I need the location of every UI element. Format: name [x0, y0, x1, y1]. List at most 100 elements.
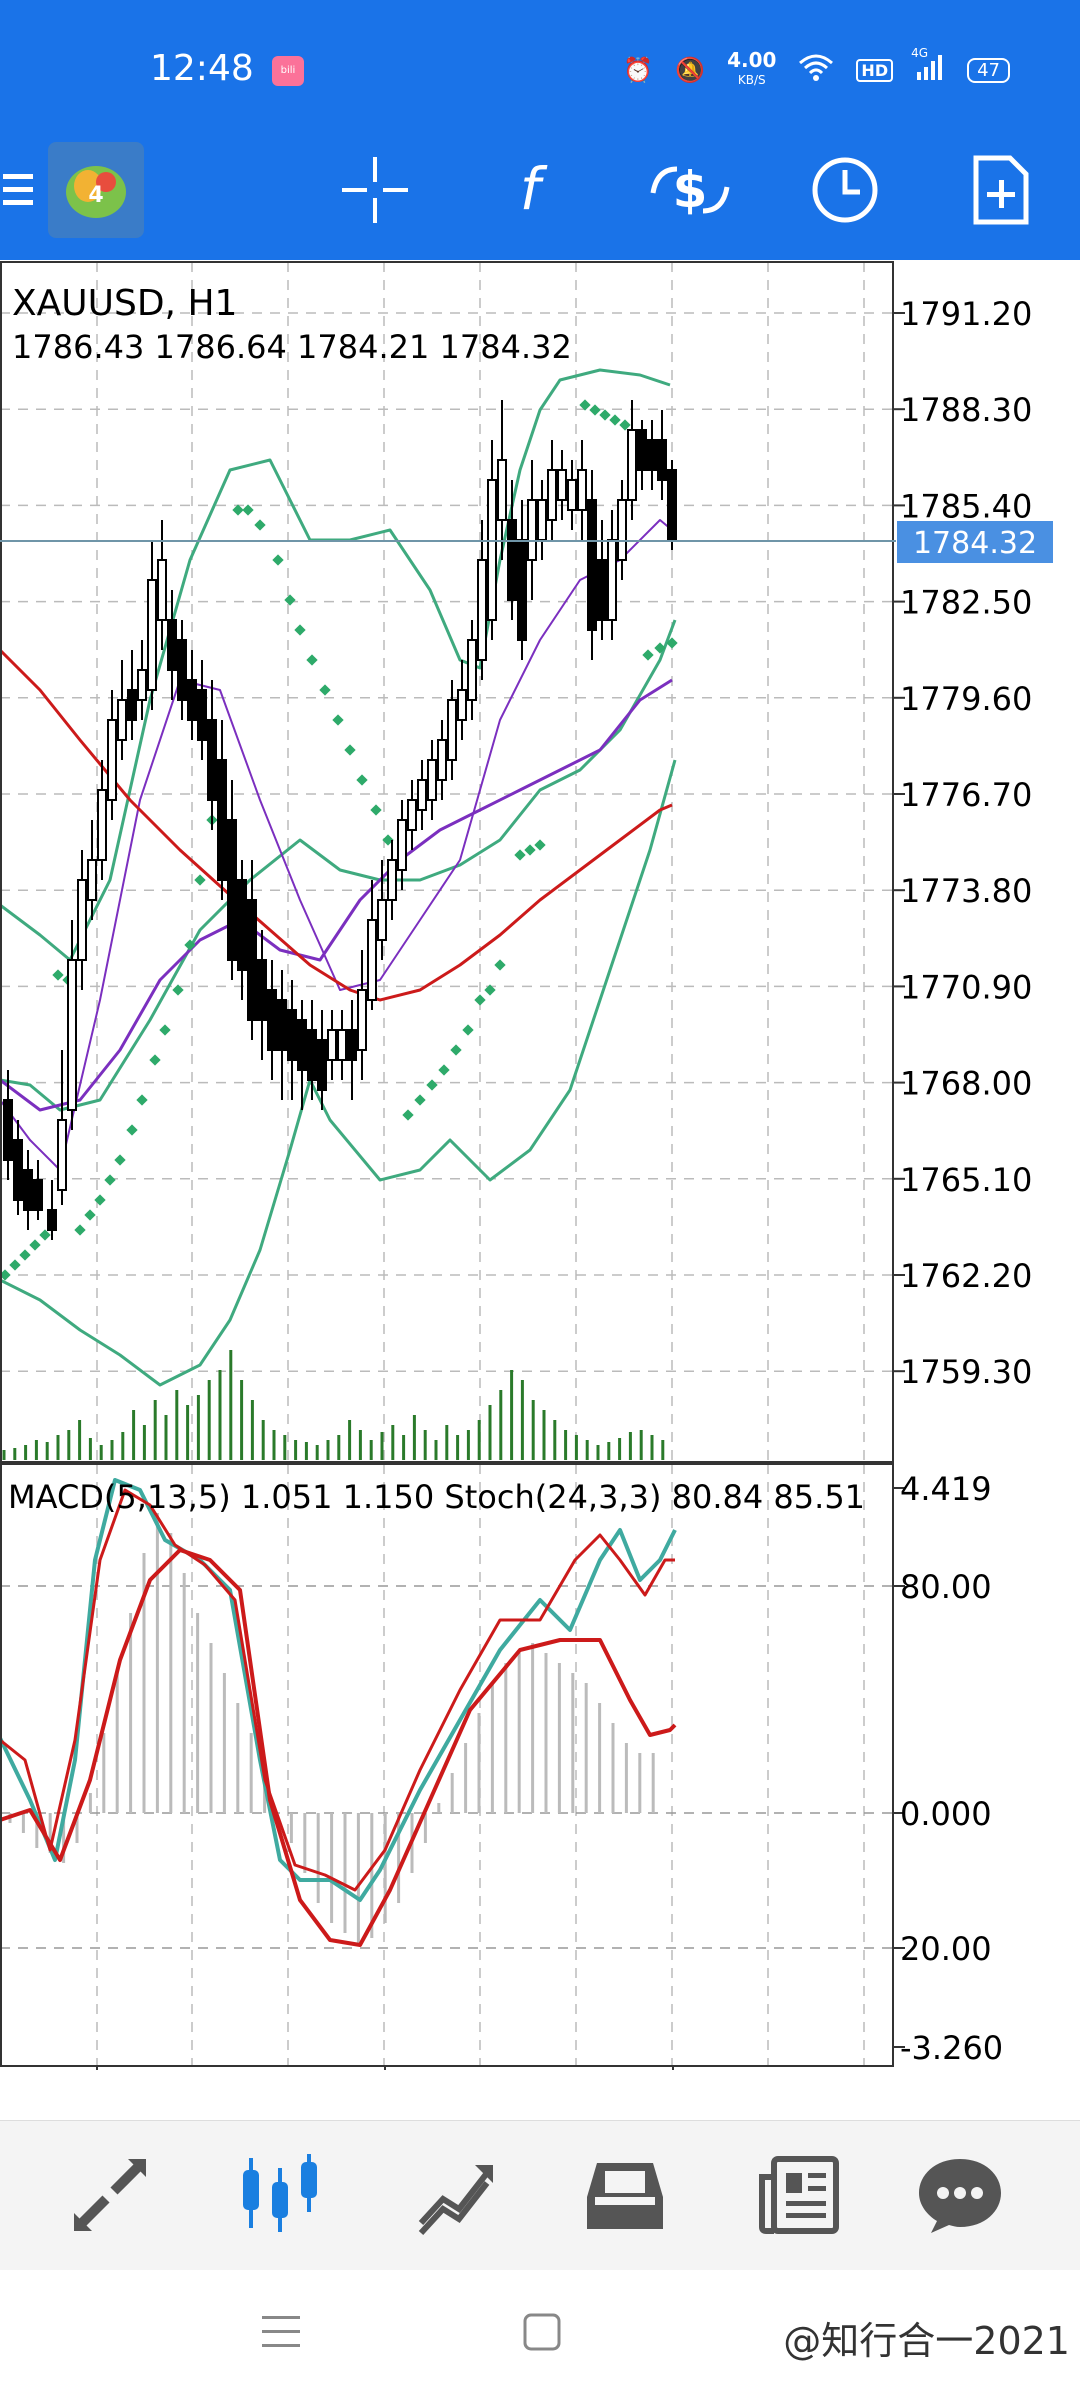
candle-body — [487, 479, 497, 621]
home-icon[interactable] — [522, 2312, 562, 2356]
bollinger-upper — [0, 368, 671, 962]
sar-dot — [184, 939, 196, 951]
menu-icon[interactable] — [0, 150, 40, 230]
sar-dot — [484, 984, 496, 996]
macd-signal-line — [0, 1488, 675, 1892]
quotes-icon[interactable] — [55, 2140, 165, 2250]
sar-dot — [494, 959, 506, 971]
indicators-icon[interactable]: f — [490, 150, 570, 230]
chat-icon[interactable] — [905, 2140, 1015, 2250]
candle-body — [447, 699, 457, 761]
sar-dot — [0, 1269, 11, 1281]
chart-area[interactable]: 1791.20 1788.30 1785.40 1782.50 1779.60 1776.… — [0, 260, 1080, 2115]
status-bar: 12:48 bili ⏰ 🔕 4.00 KB/S HD 4G 47 — [0, 0, 1080, 140]
candle-body — [397, 819, 407, 871]
candle-body — [97, 789, 107, 861]
trade-tab-icon[interactable] — [400, 2140, 510, 2250]
candle-body — [567, 479, 577, 511]
sar-dot — [272, 554, 284, 566]
candle-body — [3, 1099, 13, 1161]
candle-body — [67, 959, 77, 1111]
sar-dot — [332, 714, 344, 726]
candle-body — [297, 1019, 307, 1071]
price-axis-label: 1788.30 — [900, 391, 1032, 429]
sar-dot — [356, 774, 368, 786]
new-order-icon[interactable] — [960, 150, 1040, 230]
sar-dot — [84, 1209, 96, 1221]
candle-body — [627, 429, 637, 501]
sar-dot — [284, 594, 296, 606]
ma-purple-slow — [0, 678, 673, 1112]
app-toolbar — [0, 140, 1080, 260]
current-price-tag — [897, 521, 1053, 563]
chart-icon[interactable] — [225, 2140, 335, 2250]
candle-body — [277, 999, 287, 1051]
price-chart[interactable]: 1791.20 1788.30 1785.40 1782.50 1779.60 1776.… — [0, 260, 1080, 2115]
candle-body — [57, 1119, 67, 1191]
candle-body — [657, 439, 667, 481]
candle-body — [597, 559, 607, 621]
alarm-icon: ⏰ — [623, 56, 654, 84]
watermark-text: @知行合一2021 — [783, 2319, 1070, 2363]
indicator-pane-frame — [0, 1463, 894, 2067]
candle-body — [23, 1169, 33, 1211]
sar-dot — [159, 1024, 171, 1036]
candle-body — [587, 499, 597, 631]
candle-body — [247, 899, 257, 1021]
sar-dot — [136, 1094, 148, 1106]
candle-body — [307, 1029, 317, 1081]
sar-dot — [534, 839, 546, 851]
candle-body — [147, 579, 157, 691]
candle-body — [317, 1039, 327, 1091]
sar-dot — [104, 1174, 116, 1186]
price-axis-label: 1779.60 — [900, 680, 1032, 718]
candle-body — [457, 689, 467, 721]
price-axis-label: 1768.00 — [900, 1065, 1032, 1103]
recents-icon[interactable] — [262, 2312, 300, 2356]
news-icon[interactable] — [745, 2140, 855, 2250]
sar-dot — [462, 1024, 474, 1036]
candle-body — [377, 899, 387, 941]
candle-body — [537, 499, 547, 541]
hd-badge: HD — [856, 58, 894, 82]
history-icon[interactable] — [570, 2140, 680, 2250]
sar-dot — [344, 744, 356, 756]
sar-dot — [666, 637, 678, 649]
candle-body — [607, 539, 617, 621]
sar-dot — [524, 844, 536, 856]
crosshair-icon[interactable] — [335, 150, 415, 230]
sar-dot — [306, 654, 318, 666]
sar-dot — [370, 804, 382, 816]
timeframe-icon[interactable] — [805, 150, 885, 230]
status-time: 12:48 — [150, 48, 254, 89]
candle-body — [33, 1179, 43, 1211]
bilibili-icon: bili — [272, 56, 304, 86]
main-pane-frame — [0, 261, 894, 1463]
stochastic-main-line — [0, 1478, 677, 1902]
sar-dot — [294, 624, 306, 636]
sar-dot — [514, 849, 526, 861]
candle-body — [197, 689, 207, 741]
signal-label: 4G — [911, 46, 929, 60]
trade-icon[interactable]: $ — [640, 150, 740, 230]
candle-body — [257, 959, 267, 1021]
price-axis-label: 1785.40 — [900, 487, 1032, 525]
candle-body — [237, 879, 247, 971]
sar-dot — [579, 399, 591, 411]
metatrader-logo-icon[interactable]: 4 — [48, 142, 144, 238]
sar-dot — [474, 994, 486, 1006]
status-icons: ⏰ 🔕 4.00 KB/S HD 4G 47 — [623, 46, 1010, 90]
sar-dot — [9, 1259, 21, 1271]
candle-body — [527, 499, 537, 561]
sar-dot — [382, 834, 394, 846]
system-nav-bar — [0, 2270, 1080, 2400]
sar-dot — [232, 504, 244, 516]
sar-dot — [642, 649, 654, 661]
sar-dot — [194, 874, 206, 886]
candle-body — [117, 699, 127, 741]
mute-icon: 🔕 — [675, 56, 706, 84]
candle-body — [647, 439, 657, 471]
candle-body — [517, 539, 527, 641]
price-axis-label: 1765.10 — [900, 1161, 1032, 1199]
price-axis-label: 1791.20 — [900, 295, 1032, 333]
